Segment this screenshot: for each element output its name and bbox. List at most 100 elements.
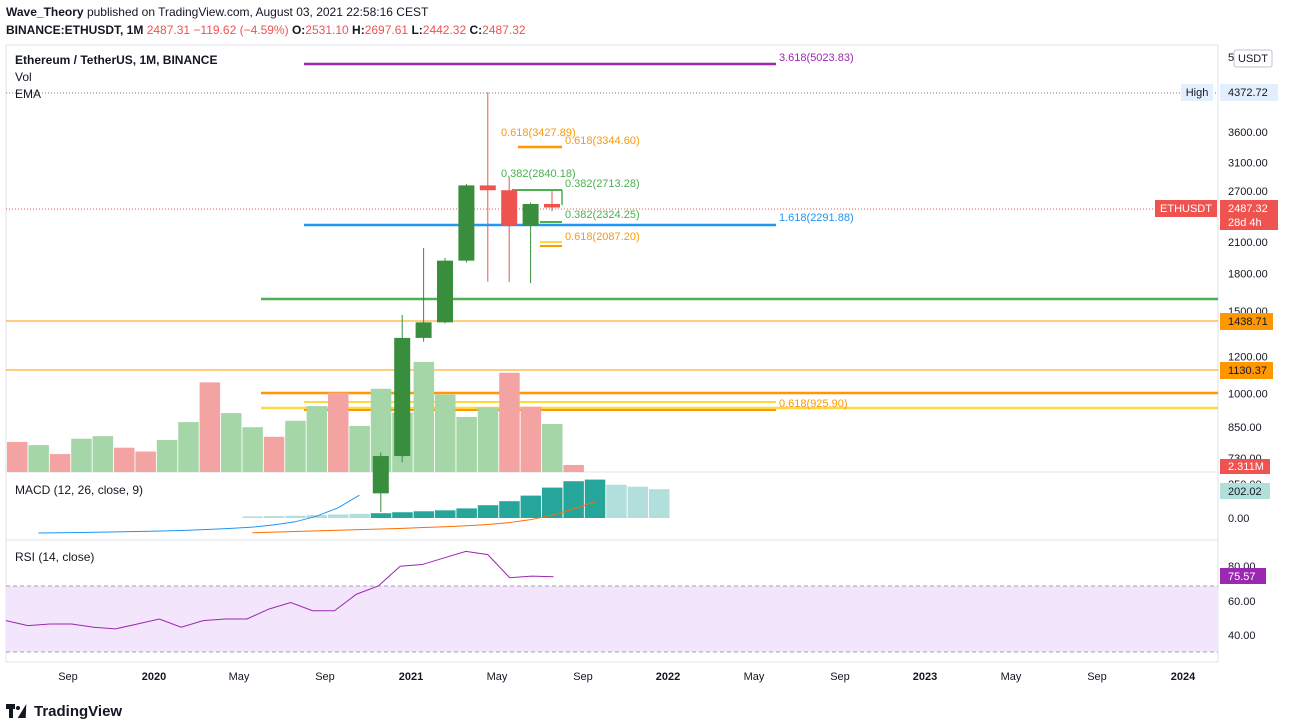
macd-tick-0: 0.00 xyxy=(1228,513,1249,525)
macd-signal-line xyxy=(252,501,595,534)
currency-box[interactable] xyxy=(1233,49,1273,68)
volume-bar xyxy=(563,464,584,472)
brand-name: TradingView xyxy=(34,702,123,720)
time-tick: Sep xyxy=(573,671,593,683)
high-tag-bg xyxy=(1181,84,1213,101)
candle-body[interactable] xyxy=(522,203,539,226)
macd-histogram-bar xyxy=(263,516,285,518)
macd-histogram-bar xyxy=(649,489,670,518)
low-value: 2442.32 xyxy=(422,23,467,37)
volume-bar xyxy=(114,447,135,472)
volume-bar xyxy=(221,413,242,472)
macd-value-label: 202.02 xyxy=(1228,486,1262,498)
macd-pane xyxy=(38,479,670,534)
volume-bar xyxy=(499,372,520,472)
volume-bar xyxy=(435,394,456,472)
time-tick: Sep xyxy=(315,671,335,683)
volume-bar xyxy=(49,454,71,472)
high-value: 2697.61 xyxy=(364,23,409,37)
volume-bar xyxy=(285,420,306,472)
fib-label-1618: 1.618(2291.88) xyxy=(779,212,854,224)
candle-body[interactable] xyxy=(415,322,432,338)
volume-value-label: 2.311M xyxy=(1228,461,1264,473)
volume-bar xyxy=(178,422,199,472)
macd-histogram-bar xyxy=(242,516,263,518)
currency-label: USDT xyxy=(1238,53,1268,65)
volume-bar xyxy=(156,440,178,472)
macd-histogram-bar xyxy=(542,487,563,518)
fib-label-2713: 0.382(2713.28) xyxy=(565,178,640,190)
tradingview-brand[interactable]: TradingView xyxy=(6,700,122,722)
level-1130-bg xyxy=(1220,362,1273,379)
high-value-bg xyxy=(1220,84,1278,101)
macd-histogram-bar xyxy=(328,514,349,518)
candle-body[interactable] xyxy=(458,185,475,261)
symbol-line: BINANCE:ETHUSDT, 1M xyxy=(6,23,144,37)
time-tick: 2022 xyxy=(656,671,680,683)
fib-label-2087: 0.618(2087.20) xyxy=(565,231,640,243)
fib-label-3427: 0.618(3427.89) xyxy=(501,127,576,139)
volume-bar xyxy=(242,427,263,472)
close-value: 2487.32 xyxy=(482,23,526,37)
candle-body[interactable] xyxy=(372,456,389,494)
close-label: C: xyxy=(469,23,483,37)
candles[interactable] xyxy=(372,92,560,513)
ohlc-line: BINANCE:ETHUSDT, 1M 2487.31 −119.62 (−4.… xyxy=(6,23,526,37)
price-chart[interactable]: 3.618(5023.83) 1.618(2291.88) 0.618(3427… xyxy=(0,0,1295,700)
macd-legend[interactable]: MACD (12, 26, close, 9) xyxy=(15,483,143,497)
time-axis[interactable]: Sep 2020 May Sep 2021 May Sep 2022 May Sep 2023 May… xyxy=(58,671,1196,683)
vol-legend[interactable]: Vol xyxy=(15,70,32,84)
open-label: O: xyxy=(291,23,306,37)
price-tick: 1200.00 xyxy=(1228,351,1268,363)
candle-body[interactable] xyxy=(479,185,496,191)
time-tick: 2024 xyxy=(1171,671,1196,683)
rsi-value-label: 75.57 xyxy=(1228,571,1256,583)
macd-histogram-bar xyxy=(435,510,456,518)
macd-histogram-bar xyxy=(456,508,477,518)
ema-legend[interactable]: EMA xyxy=(15,87,41,101)
level-1438-label: 1438.71 xyxy=(1228,316,1268,328)
volume-bars xyxy=(7,361,584,472)
price-change: −119.62 (−4.59%) xyxy=(193,23,289,37)
publisher-name[interactable]: Wave_Theory xyxy=(6,5,84,19)
publisher-line: Wave_Theory published on TradingView.com… xyxy=(6,5,428,19)
macd-value-bg xyxy=(1220,483,1270,499)
macd-histogram-bar xyxy=(499,501,520,518)
volume-bar xyxy=(92,436,114,472)
price-axis[interactable]: 53600.003100.002700.002100.001800.001500… xyxy=(1228,52,1268,465)
rsi-legend[interactable]: RSI (14, close) xyxy=(15,550,94,564)
rsi-line xyxy=(5,550,554,630)
volume-bar xyxy=(542,424,563,472)
level-1438-bg xyxy=(1220,313,1273,330)
candle-body[interactable] xyxy=(544,203,560,208)
volume-bar xyxy=(71,438,92,472)
macd-histogram-bar xyxy=(413,511,435,518)
candle-body[interactable] xyxy=(394,337,411,457)
macd-histogram-bar xyxy=(606,484,627,518)
macd-histogram-bar xyxy=(285,515,306,518)
price-tick: 5 xyxy=(1228,52,1234,64)
rsi-value-bg xyxy=(1220,568,1266,584)
high-value-label: 4372.72 xyxy=(1228,87,1268,99)
ticker-tag-bg xyxy=(1155,200,1217,217)
volume-bar xyxy=(328,392,349,472)
time-tick: May xyxy=(744,671,765,683)
level-1130-label: 1130.37 xyxy=(1228,365,1267,377)
high-tag: High xyxy=(1186,87,1209,99)
price-tick: 1000.00 xyxy=(1228,389,1268,401)
last-price: 2487.31 xyxy=(146,23,191,37)
rsi-tick-60: 60.00 xyxy=(1228,596,1256,608)
macd-histogram-bar xyxy=(349,513,370,518)
macd-histogram-bar xyxy=(392,512,413,518)
time-tick: Sep xyxy=(1087,671,1107,683)
rsi-pane xyxy=(5,550,1218,653)
candle-body[interactable] xyxy=(501,190,518,226)
macd-histogram-bar xyxy=(584,479,606,518)
rsi-band xyxy=(6,586,1218,652)
price-tick: 2100.00 xyxy=(1228,237,1268,249)
candle-body[interactable] xyxy=(437,260,453,323)
price-tick: 1800.00 xyxy=(1228,269,1268,281)
time-tick: 2020 xyxy=(142,671,166,683)
volume-value-bg xyxy=(1220,459,1270,474)
open-value: 2531.10 xyxy=(305,23,349,37)
